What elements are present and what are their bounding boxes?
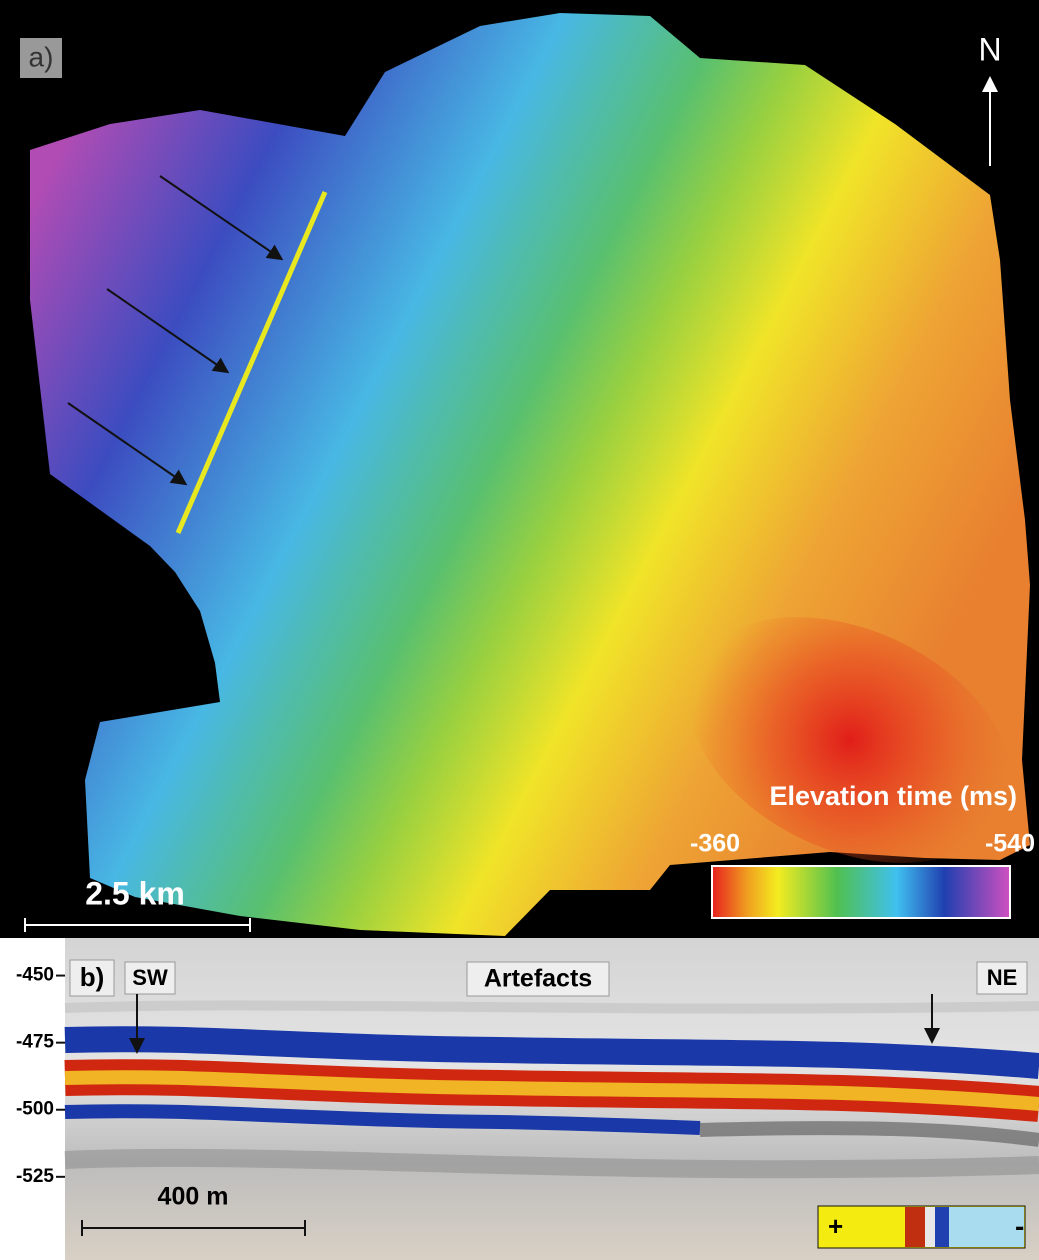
reflector <box>65 1005 1039 1008</box>
y-tick-label: -500 <box>16 1099 54 1120</box>
colorbar-max: -540 <box>985 830 1035 858</box>
colorbar-title: Elevation time (ms) <box>769 781 1017 811</box>
polarity-bar-zero <box>925 1207 935 1247</box>
polarity-bar-red <box>905 1207 925 1247</box>
polarity-negative: - <box>1015 1210 1024 1241</box>
y-tick-label: -475 <box>16 1032 54 1053</box>
panel-label: a) <box>29 41 54 72</box>
direction-label: NE <box>987 965 1018 990</box>
polarity-positive: + <box>828 1211 843 1241</box>
y-tick-label: -450 <box>16 965 54 986</box>
colorbar <box>712 866 1010 918</box>
polarity-bar-cyan <box>949 1207 1024 1247</box>
north-label: N <box>978 31 1001 67</box>
colorbar-min: -360 <box>690 830 740 858</box>
page: a) N 2.5 km Elevation time (ms) -360 -54… <box>0 0 1039 1260</box>
y-tick-label: -525 <box>16 1166 54 1187</box>
panel-label: b) <box>80 962 105 992</box>
direction-label: SW <box>132 965 168 990</box>
scale-bar-label: 2.5 km <box>85 875 185 911</box>
y-axis: -450 -475 -500 -525 <box>16 965 65 1187</box>
section-title: Artefacts <box>484 965 592 993</box>
scale-bar-label: 400 m <box>158 1183 229 1211</box>
figure: a) N 2.5 km Elevation time (ms) -360 -54… <box>0 0 1039 1260</box>
polarity-bar-blue <box>935 1207 949 1247</box>
